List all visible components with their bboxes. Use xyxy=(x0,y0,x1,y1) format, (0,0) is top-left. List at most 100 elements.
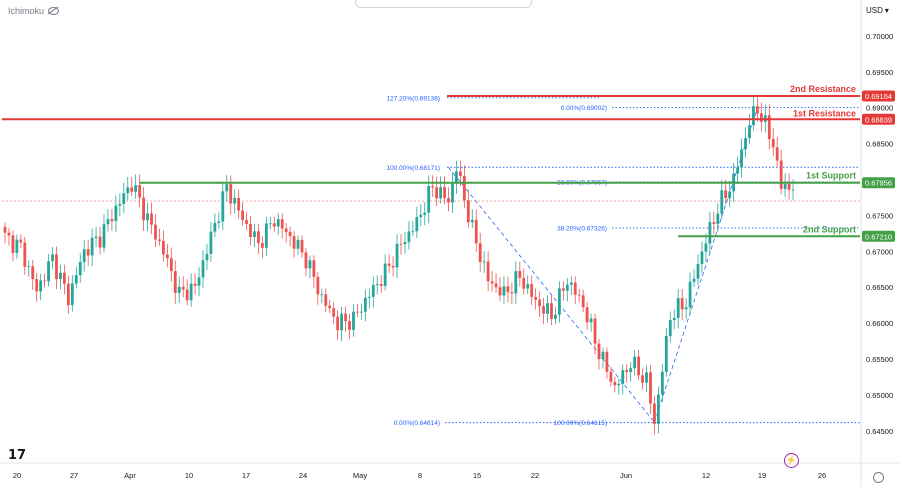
lightning-icon[interactable]: ⚡ xyxy=(784,453,799,468)
candle-body xyxy=(379,284,383,286)
x-tick-label: 10 xyxy=(185,471,193,480)
candle-body xyxy=(296,240,300,249)
candle-body xyxy=(779,160,783,189)
candle-body xyxy=(43,280,46,282)
candle-body xyxy=(316,276,320,295)
y-tick-label: 0.66500 xyxy=(866,283,893,292)
candle-body xyxy=(550,303,553,319)
candle-body xyxy=(451,183,454,203)
candle-body xyxy=(35,279,39,292)
candle-body xyxy=(27,266,31,268)
candle-body xyxy=(740,149,743,168)
candle-body xyxy=(181,286,185,290)
fib-level-label: 100.00%(0.64615) xyxy=(554,420,608,427)
candle-body xyxy=(649,372,652,404)
candle-body xyxy=(478,243,482,263)
candle-body xyxy=(700,251,704,265)
candle-body xyxy=(391,265,395,268)
candle-body xyxy=(253,231,256,238)
candle-body xyxy=(538,299,541,307)
candle-body xyxy=(82,249,86,263)
candle-body xyxy=(641,375,644,383)
candle-body xyxy=(272,223,276,227)
price-tag-label: 0.69164 xyxy=(865,92,892,101)
candle-body xyxy=(74,275,78,284)
candle-body xyxy=(367,296,371,298)
resistance-label: 1st Resistance xyxy=(793,108,856,118)
candle-body xyxy=(332,308,336,317)
x-tick-label: 19 xyxy=(758,471,766,480)
candle-body xyxy=(712,222,716,224)
candle-body xyxy=(783,183,787,189)
candle-body xyxy=(288,231,292,237)
candle-body xyxy=(47,261,50,282)
candle-body xyxy=(189,283,193,301)
candle-body xyxy=(526,284,530,289)
gear-icon[interactable] xyxy=(873,472,884,483)
candle-body xyxy=(791,189,795,191)
candle-body xyxy=(19,239,23,243)
fib-level-label: 100.00%(0.68171) xyxy=(387,165,441,172)
candle-body xyxy=(352,311,355,330)
candle-body xyxy=(324,294,328,306)
candle-body xyxy=(241,210,244,221)
indicator-legend[interactable]: Ichimoku xyxy=(8,6,60,16)
candle-body xyxy=(597,343,601,360)
candle-body xyxy=(59,272,62,280)
y-tick-label: 0.65000 xyxy=(866,391,893,400)
candle-body xyxy=(542,306,545,314)
y-tick-label: 0.65500 xyxy=(866,355,893,364)
fib-level-label: 38.20%(0.67326) xyxy=(557,225,607,232)
candle-body xyxy=(605,351,609,372)
price-tag xyxy=(862,230,895,242)
candle-body xyxy=(518,271,522,278)
candle-body xyxy=(292,236,296,249)
candle-body xyxy=(308,260,312,269)
eye-crossed-icon[interactable] xyxy=(48,7,60,15)
candle-body xyxy=(577,294,581,296)
candle-body xyxy=(280,219,284,229)
candle-body xyxy=(134,185,138,192)
candle-body xyxy=(110,219,114,222)
currency-selector[interactable]: USD ▾ xyxy=(866,6,889,15)
candle-body xyxy=(320,294,324,296)
candle-body xyxy=(276,219,280,227)
candle-body xyxy=(744,138,747,150)
candle-body xyxy=(363,297,367,312)
candle-body xyxy=(375,284,379,286)
candle-body xyxy=(70,283,74,306)
candle-body xyxy=(633,356,637,369)
candle-body xyxy=(474,219,478,244)
tradingview-logo[interactable]: 17 xyxy=(8,448,27,463)
candle-body xyxy=(645,372,648,383)
candle-body xyxy=(114,205,118,222)
candle-body xyxy=(348,321,351,330)
candle-body xyxy=(660,371,664,395)
candle-body xyxy=(205,253,209,261)
candle-body xyxy=(245,220,248,224)
top-toolbar-handle[interactable] xyxy=(355,0,532,8)
candle-body xyxy=(387,263,391,266)
candle-body xyxy=(173,271,177,293)
candle-body xyxy=(554,314,557,319)
candle-body xyxy=(11,235,15,253)
candle-body xyxy=(126,187,130,194)
candle-body xyxy=(561,288,565,291)
candle-body xyxy=(462,176,466,201)
candle-body xyxy=(708,222,712,244)
candle-body xyxy=(455,171,458,184)
candle-body xyxy=(66,283,70,306)
x-tick-label: Apr xyxy=(124,471,136,480)
candle-body xyxy=(86,249,90,256)
candle-body xyxy=(748,125,751,139)
x-tick-label: 27 xyxy=(70,471,78,480)
candle-body xyxy=(490,281,494,284)
candle-body xyxy=(688,281,692,308)
candle-body xyxy=(514,271,518,294)
candle-body xyxy=(261,243,264,248)
x-tick-label: 15 xyxy=(473,471,481,480)
x-tick-label: 24 xyxy=(299,471,307,480)
candle-body xyxy=(51,254,54,262)
candle-body xyxy=(775,147,779,161)
